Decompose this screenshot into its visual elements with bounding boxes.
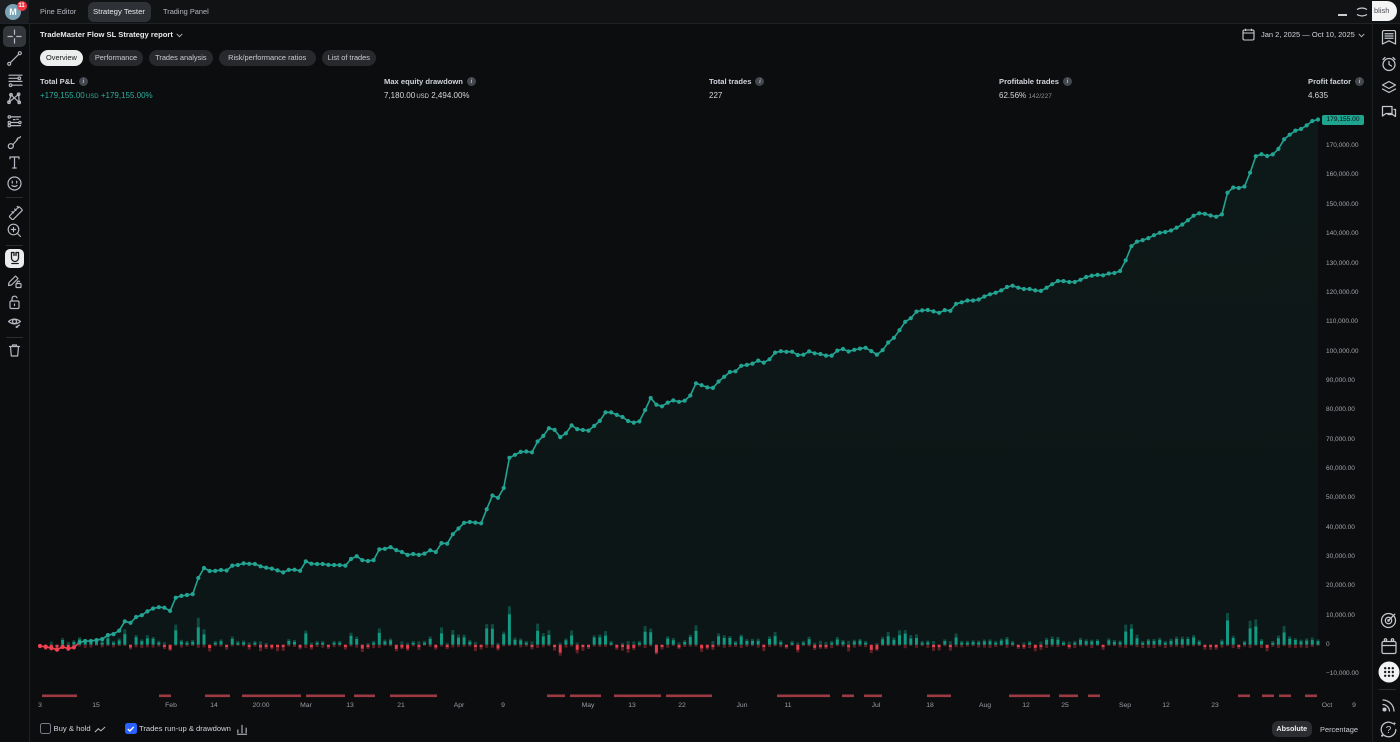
svg-text:?: ? — [1386, 725, 1392, 736]
